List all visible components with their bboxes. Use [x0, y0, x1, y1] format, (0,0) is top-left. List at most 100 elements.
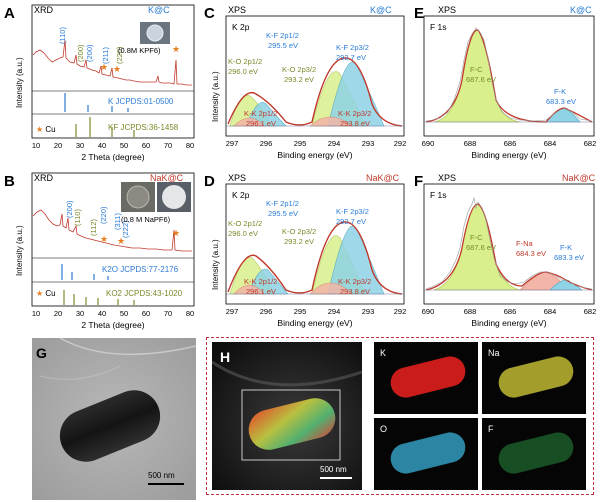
peak-fk-name: F-K	[560, 243, 572, 252]
svg-text:K-O 2p3/2: K-O 2p3/2	[282, 227, 316, 236]
svg-text:★: ★	[117, 236, 125, 246]
svg-text:682: 682	[584, 139, 597, 148]
panel-e: E XPS K@C F 1s F-C 687.6 eV F-K 683.3 eV…	[414, 5, 597, 160]
svg-text:60: 60	[142, 141, 150, 150]
peak-fc-name: F-C	[470, 233, 483, 242]
x-axis-label: Binding energy (eV)	[471, 318, 546, 328]
panel-a: A XRD K@C (110) (200) (200) (211) (220) …	[4, 4, 195, 162]
xrd-curve	[32, 39, 192, 86]
cu-star-markers: ★ ★ ★	[100, 228, 180, 246]
svg-text:40: 40	[98, 309, 106, 318]
x-tick-labels: 297 296 295 294 293 292	[226, 307, 407, 316]
raw-spectrum	[425, 196, 593, 290]
svg-text:K-O 2p1/2: K-O 2p1/2	[228, 57, 262, 66]
svg-text:293: 293	[362, 307, 375, 316]
x-tick-labels: 10 20 30 40 50 60 70 80	[32, 141, 194, 150]
plot-frame	[225, 183, 405, 305]
plot-frame	[423, 15, 595, 137]
panel-h-haadf: H 500 nm	[212, 342, 362, 490]
svg-text:★: ★	[113, 64, 121, 74]
panel-letter: G	[36, 345, 47, 361]
technique-label: XPS	[228, 5, 246, 15]
sample-label: K@C	[570, 5, 592, 15]
svg-text:10: 10	[32, 141, 40, 150]
fitted-envelope	[425, 29, 593, 123]
technique-label: XPS	[438, 5, 456, 15]
x-tick-labels: 297 296 295 294 293 292	[226, 139, 407, 148]
svg-text:296: 296	[260, 307, 273, 316]
svg-text:K-F 2p1/2: K-F 2p1/2	[266, 31, 299, 40]
panel-c: C XPS K@C K 2p K-F 2p1/2 295.5 eV K-O 2p…	[204, 5, 407, 160]
inset-label: (0.8 M NaPF6)	[121, 215, 171, 224]
panel-letter: D	[204, 173, 215, 190]
x-tick-labels: 10 20 30 40 50 60 70 80	[32, 309, 194, 318]
y-axis-label: Intensity (a.u.)	[15, 57, 24, 108]
peak-fc-name: F-C	[470, 65, 483, 74]
region-label: F 1s	[430, 22, 447, 32]
svg-text:40: 40	[98, 141, 106, 150]
x-axis-label: 2 Theta (degree)	[81, 152, 144, 162]
peak-fna-name: F-Na	[516, 239, 533, 248]
eds-map-o: O	[374, 418, 478, 490]
panel-f: F XPS NaK@C F 1s F-C 687.6 eV F-Na 684.3…	[414, 173, 596, 328]
svg-text:70: 70	[164, 141, 172, 150]
y-axis-label: Intensity (a.u.)	[211, 239, 220, 290]
peak-fc-energy: 687.6 eV	[466, 243, 496, 252]
sample-label: NaK@C	[562, 173, 596, 183]
x-axis-label: Binding energy (eV)	[277, 150, 352, 160]
envelope-curve	[227, 221, 403, 295]
y-axis-label: Intensity (a.u.)	[15, 225, 24, 276]
svg-text:70: 70	[164, 309, 172, 318]
svg-text:50: 50	[120, 141, 128, 150]
sample-label: NaK@C	[366, 173, 400, 183]
svg-text:296: 296	[260, 139, 273, 148]
svg-text:295.5 eV: 295.5 eV	[268, 41, 298, 50]
overlay-rod	[248, 398, 336, 450]
svg-text:297: 297	[226, 139, 239, 148]
svg-text:★: ★	[100, 62, 108, 72]
plot-frame	[31, 172, 195, 307]
mapping-region-box	[241, 389, 341, 461]
region-label: F 1s	[430, 190, 447, 200]
peak-fk-energy: 683.3 eV	[546, 97, 576, 106]
svg-text:292: 292	[394, 307, 407, 316]
svg-text:293.2 eV: 293.2 eV	[284, 237, 314, 246]
peak-fna-energy: 684.3 eV	[516, 249, 546, 258]
panel-letter: F	[414, 173, 423, 190]
kf-reference-sticks	[75, 117, 135, 137]
x-axis-label: Binding energy (eV)	[471, 150, 546, 160]
panel-g: G 500 nm	[32, 337, 197, 500]
nanorod	[59, 390, 161, 462]
svg-text:296.1 eV: 296.1 eV	[246, 119, 276, 128]
peak-annotations: K-F 2p1/2 295.5 eV K-O 2p1/2 296.0 eV K-…	[228, 31, 371, 128]
panel-letter: E	[414, 5, 424, 22]
svg-text:295.5 eV: 295.5 eV	[268, 209, 298, 218]
svg-text:688: 688	[464, 139, 477, 148]
fitted-envelope	[425, 203, 593, 291]
svg-text:293.2 eV: 293.2 eV	[284, 75, 314, 84]
svg-text:(112): (112)	[89, 219, 98, 236]
cu-legend: ★ Cu	[36, 289, 56, 298]
panel-letter: C	[204, 5, 215, 22]
reference-2: KF JCPDS:36-1458	[108, 123, 179, 132]
panel-letter: A	[4, 5, 15, 22]
element-label: O	[380, 424, 387, 434]
y-axis-label: Intensity (a.u.)	[211, 71, 220, 122]
svg-text:60: 60	[142, 309, 150, 318]
xrd-curve	[32, 209, 192, 252]
svg-text:★: ★	[172, 228, 180, 238]
svg-text:30: 30	[76, 309, 84, 318]
reference-1: K2O JCPDS:77-2176	[102, 265, 179, 274]
plane-labels: (200) (110) (112) (220) (311) (222)	[65, 200, 130, 238]
envelope-curve	[227, 57, 403, 127]
svg-text:293: 293	[362, 139, 375, 148]
svg-text:80: 80	[186, 141, 194, 150]
svg-text:★: ★	[172, 44, 180, 54]
svg-text:688: 688	[464, 307, 477, 316]
element-label: Na	[488, 348, 500, 358]
peak-fk-name: F-K	[554, 87, 566, 96]
svg-text:80: 80	[186, 309, 194, 318]
k2o-reference-sticks	[61, 264, 109, 280]
svg-text:(200): (200)	[76, 44, 85, 62]
svg-text:294: 294	[328, 307, 341, 316]
